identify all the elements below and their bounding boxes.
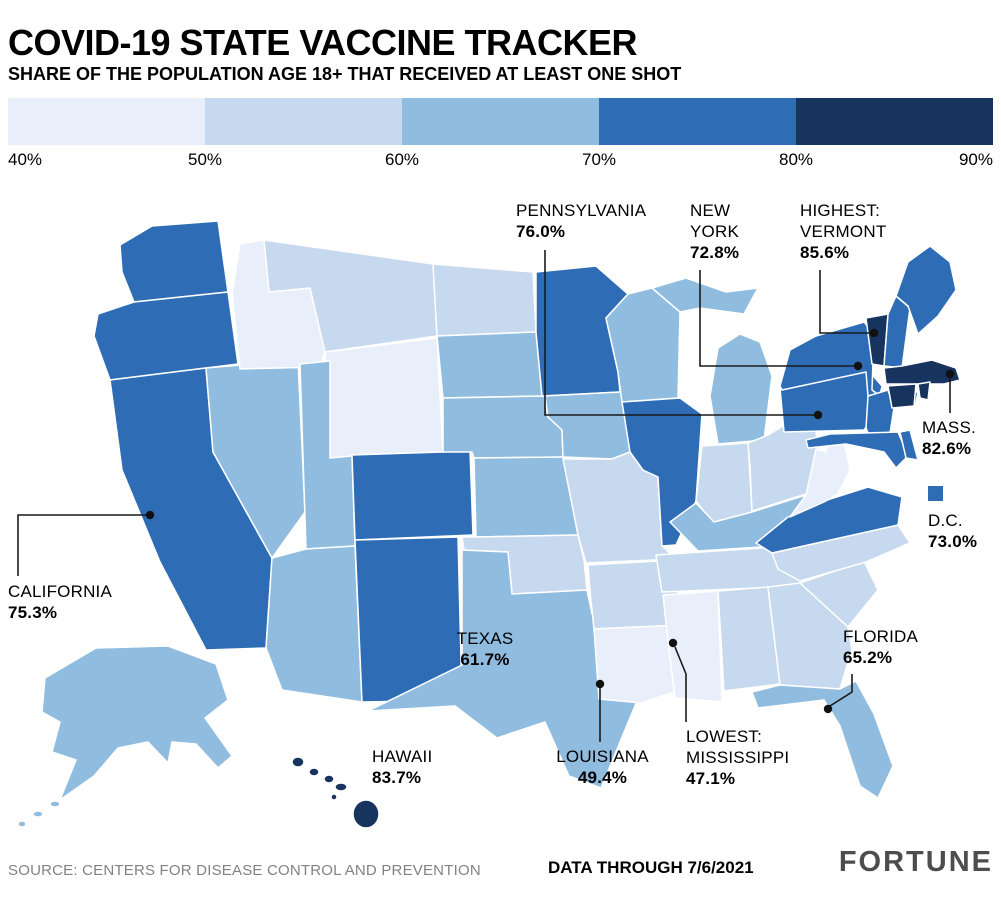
- annotation-label: HAWAII: [372, 747, 433, 766]
- legend-tick-70: 70%: [581, 150, 617, 169]
- legend-segment-40-50: [8, 98, 205, 145]
- annotation-hawaii: HAWAII 83.7%: [372, 746, 432, 788]
- legend-segment-80-90: [796, 98, 993, 145]
- state-texas: [367, 549, 651, 789]
- marker-dot-new-york: [853, 361, 863, 371]
- annotation-value: 61.7%: [460, 650, 510, 669]
- state-oregon: [93, 291, 239, 381]
- annotation-value: 82.6%: [922, 439, 972, 458]
- state-massachusetts: [883, 359, 961, 385]
- legend-tick-60: 60%: [384, 150, 420, 169]
- source-credit: SOURCE: CENTERS FOR DISEASE CONTROL AND …: [8, 862, 481, 879]
- state-florida: [751, 680, 894, 799]
- annotation-louisiana: LOUISIANA 49.4%: [555, 746, 650, 788]
- data-through-date: DATA THROUGH 7/6/2021: [548, 858, 754, 877]
- state-north-dakota: [432, 263, 537, 337]
- annotation-label: YORK: [690, 222, 739, 241]
- annotation-mass: MASS. 82.6%: [922, 417, 976, 459]
- annotation-label: LOUISIANA: [556, 747, 649, 766]
- annotation-value: 85.6%: [800, 243, 850, 262]
- annotation-florida: FLORIDA 65.2%: [843, 626, 918, 668]
- annotation-value: 47.1%: [686, 769, 736, 788]
- legend-color-bar: [8, 98, 993, 145]
- annotation-value: 75.3%: [8, 603, 58, 622]
- annotation-label: MISSISSIPPI: [686, 748, 790, 767]
- marker-dot-mass: [945, 369, 955, 379]
- marker-dot-louisiana: [595, 679, 605, 689]
- state-maine: [895, 245, 957, 335]
- state-washington: [119, 220, 229, 303]
- state-ohio: [747, 414, 819, 512]
- state-wyoming: [324, 337, 444, 459]
- legend-segment-50-60: [205, 98, 402, 145]
- annotation-pennsylvania: PENNSYLVANIA 76.0%: [516, 200, 646, 242]
- annotation-label: TEXAS: [456, 629, 514, 648]
- state-michigan-upper: [651, 277, 759, 315]
- leader-line-pennsylvania: [544, 250, 814, 416]
- page-subtitle: SHARE OF THE POPULATION AGE 18+ THAT REC…: [8, 64, 682, 84]
- state-delaware: [899, 429, 919, 461]
- leader-line-florida: [829, 674, 853, 707]
- dc-color-swatch: [928, 486, 943, 501]
- state-new-hampshire: [883, 295, 911, 369]
- annotation-california: CALIFORNIA 75.3%: [8, 581, 112, 623]
- marker-dot-california: [145, 510, 155, 520]
- annotation-value: 49.4%: [577, 768, 628, 787]
- leader-line-california: [17, 514, 148, 576]
- state-mississippi: [662, 590, 723, 703]
- state-south-dakota: [436, 331, 543, 399]
- marker-dot-pennsylvania: [813, 410, 823, 420]
- state-illinois: [621, 397, 703, 547]
- page-title: COVID-19 STATE VACCINE TRACKER: [8, 22, 638, 63]
- leader-line-mississippi: [674, 646, 687, 722]
- annotation-label: LOWEST:: [686, 727, 763, 746]
- annotation-label: HIGHEST:: [800, 201, 881, 220]
- state-hawaii: [291, 756, 380, 829]
- annotation-label: FLORIDA: [843, 627, 919, 646]
- annotation-value: 83.7%: [372, 768, 422, 787]
- legend-tick-50: 50%: [187, 150, 223, 169]
- annotation-label: MASS.: [922, 418, 976, 437]
- marker-dot-florida: [823, 704, 833, 714]
- state-michigan-lower: [709, 333, 773, 445]
- state-colorado: [351, 449, 474, 541]
- legend-tick-80: 80%: [778, 150, 814, 169]
- leader-line-new-york: [699, 270, 854, 367]
- state-alaska: [17, 645, 233, 828]
- annotation-value: 65.2%: [843, 648, 893, 667]
- state-indiana: [695, 442, 753, 523]
- state-maryland: [805, 431, 909, 469]
- legend-tick-40: 40%: [8, 150, 43, 169]
- annotation-label: NEW: [690, 201, 731, 220]
- annotation-value: 73.0%: [928, 532, 978, 551]
- annotation-mississippi-lowest: LOWEST: MISSISSIPPI 47.1%: [686, 726, 789, 789]
- marker-dot-vermont: [869, 328, 879, 338]
- state-rhode-island: [917, 381, 931, 401]
- marker-dot-mississippi: [668, 638, 678, 648]
- annotation-label: CALIFORNIA: [8, 582, 113, 601]
- annotation-value: 72.8%: [690, 243, 740, 262]
- annotation-texas: TEXAS 61.7%: [430, 628, 540, 670]
- annotation-label: PENNSYLVANIA: [516, 201, 647, 220]
- fortune-logo: FORTUNE: [838, 846, 993, 878]
- annotation-new-york: NEW YORK 72.8%: [690, 200, 739, 263]
- state-kansas: [473, 456, 579, 538]
- annotation-value: 76.0%: [516, 222, 566, 241]
- leader-line-vermont: [819, 270, 870, 334]
- state-connecticut: [887, 383, 917, 409]
- state-arizona: [265, 545, 363, 703]
- annotation-label: D.C.: [928, 511, 963, 530]
- annotation-dc: D.C. 73.0%: [928, 510, 977, 552]
- annotation-label: VERMONT: [800, 222, 887, 241]
- legend-segment-70-80: [599, 98, 796, 145]
- annotation-vermont-highest: HIGHEST: VERMONT 85.6%: [800, 200, 886, 263]
- legend-tick-90: 90%: [958, 150, 993, 169]
- legend-segment-60-70: [402, 98, 599, 145]
